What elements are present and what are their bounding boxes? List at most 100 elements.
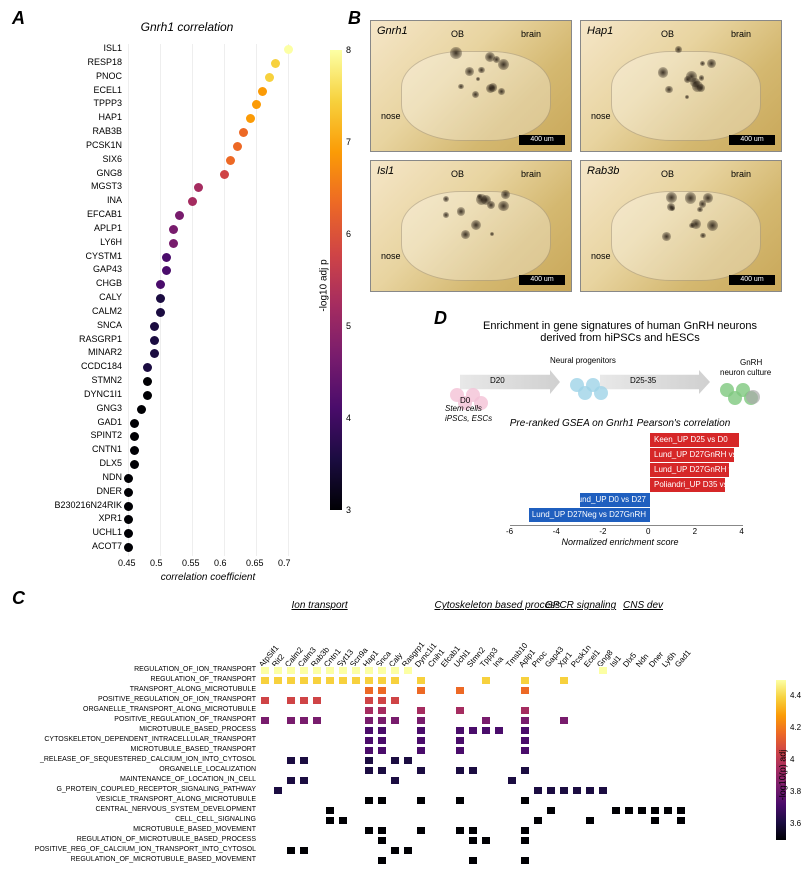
gene-label: ECEL1 <box>32 85 122 95</box>
heatmap-cell <box>377 676 387 685</box>
heatmap-cell <box>559 676 569 685</box>
gene-label: GAP43 <box>32 264 122 274</box>
heatmap-cell <box>260 716 270 725</box>
heatmap-cell <box>364 756 374 765</box>
panel-b-label: B <box>348 8 361 29</box>
gene-label: XPR1 <box>32 513 122 523</box>
heatmap-cell <box>351 676 361 685</box>
gene-dot <box>130 460 139 469</box>
heatmap-cell <box>455 746 465 755</box>
gene-dot <box>156 308 165 317</box>
heatmap-cell <box>468 826 478 835</box>
gene-dot <box>169 225 178 234</box>
heatmap-row-label: MAINTENANCE_OF_LOCATION_IN_CELL <box>20 776 256 783</box>
heatmap-cell <box>403 666 413 675</box>
gene-dot <box>130 419 139 428</box>
heatmap-cell <box>416 686 426 695</box>
heatmap-cell <box>520 686 530 695</box>
heatmap-cell <box>663 806 673 815</box>
heatmap-cell <box>364 716 374 725</box>
heatmap-cell <box>377 726 387 735</box>
heatmap-cell <box>481 726 491 735</box>
heatmap-cell <box>468 836 478 845</box>
gene-label: STMN2 <box>32 375 122 385</box>
gene-dot <box>124 502 133 511</box>
gene-label: UCHL1 <box>32 527 122 537</box>
panel-a: Gnrh1 correlation 345678 -log10 adj p 0.… <box>32 20 342 580</box>
heatmap-cell <box>286 776 296 785</box>
heatmap-cell <box>481 716 491 725</box>
heatmap-cell <box>390 846 400 855</box>
gene-dot <box>124 529 133 538</box>
heatmap-cell <box>468 766 478 775</box>
heatmap-cell <box>377 706 387 715</box>
gene-dot <box>124 515 133 524</box>
heatmap-cell <box>260 696 270 705</box>
panel-d-schematic: D20D25-35Stem cellsiPSCs, ESCsNeural pro… <box>450 348 790 418</box>
heatmap-cell <box>390 716 400 725</box>
heatmap-cell <box>416 676 426 685</box>
heatmap-cell <box>546 806 556 815</box>
gene-dot <box>175 211 184 220</box>
heatmap-cell <box>299 716 309 725</box>
heatmap-cell <box>364 726 374 735</box>
gene-dot <box>220 170 229 179</box>
heatmap-cell <box>533 786 543 795</box>
heatmap-cell <box>559 786 569 795</box>
heatmap-gene-col: Gad1 <box>673 648 692 669</box>
heatmap-cell <box>520 726 530 735</box>
heatmap-cell <box>377 836 387 845</box>
gene-dot <box>137 405 146 414</box>
heatmap-cell <box>260 666 270 675</box>
heatmap-cell <box>299 776 309 785</box>
heatmap-cell <box>325 676 335 685</box>
heatmap-cell <box>416 746 426 755</box>
heatmap-row-label: POSITIVE_REG_OF_CALCIUM_ION_TRANSPORT_IN… <box>20 846 256 853</box>
gene-label: ISL1 <box>32 43 122 53</box>
heatmap-cell <box>520 856 530 865</box>
panel-a-colorbar: 345678 <box>330 50 342 510</box>
heatmap-cell <box>416 736 426 745</box>
heatmap-cell <box>286 666 296 675</box>
gene-label: MINAR2 <box>32 347 122 357</box>
heatmap-cell <box>572 786 582 795</box>
heatmap-cell <box>377 766 387 775</box>
panel-b: Gnrh1OBbrainnose400 umHap1OBbrainnose400… <box>370 20 790 300</box>
gene-dot <box>271 59 280 68</box>
heatmap-cell <box>260 676 270 685</box>
gene-dot <box>130 446 139 455</box>
panel-d: Enrichment in gene signatures of human G… <box>450 320 790 570</box>
heatmap-cell <box>325 816 335 825</box>
heatmap-row-label: REGULATION_OF_ION_TRANSPORT <box>20 666 256 673</box>
heatmap-cell <box>520 676 530 685</box>
heatmap-cell <box>455 686 465 695</box>
panel-a-label: A <box>12 8 25 29</box>
gene-label: SIX6 <box>32 154 122 164</box>
heatmap-cell <box>520 746 530 755</box>
gene-label: TPPP3 <box>32 98 122 108</box>
heatmap-cell <box>468 726 478 735</box>
gene-dot <box>143 363 152 372</box>
gene-label: APLP1 <box>32 223 122 233</box>
gene-label: RAB3B <box>32 126 122 136</box>
heatmap-cell <box>325 666 335 675</box>
heatmap-cell <box>676 806 686 815</box>
heatmap-row-label: REGULATION_OF_MICROTUBULE_BASED_PROCESS <box>20 836 256 843</box>
heatmap-cell <box>286 676 296 685</box>
heatmap-cell <box>546 786 556 795</box>
heatmap-cell <box>364 736 374 745</box>
heatmap-cell <box>299 666 309 675</box>
heatmap-cell <box>312 676 322 685</box>
gene-label: SNCA <box>32 320 122 330</box>
panel-d-barchart: Keen_UP D25 vs D0Lund_UP D27GnRH vs D27N… <box>450 433 790 543</box>
heatmap-cell <box>585 786 595 795</box>
micrograph-gnrh1: Gnrh1OBbrainnose400 um <box>370 20 572 152</box>
heatmap-cell <box>520 716 530 725</box>
heatmap-cell <box>507 776 517 785</box>
heatmap-cell <box>455 766 465 775</box>
heatmap-cell <box>377 716 387 725</box>
gene-label: DLX5 <box>32 458 122 468</box>
heatmap-cell <box>377 826 387 835</box>
heatmap-cell <box>273 786 283 795</box>
panel-a-cb-label: -log10 adj p <box>318 259 329 311</box>
